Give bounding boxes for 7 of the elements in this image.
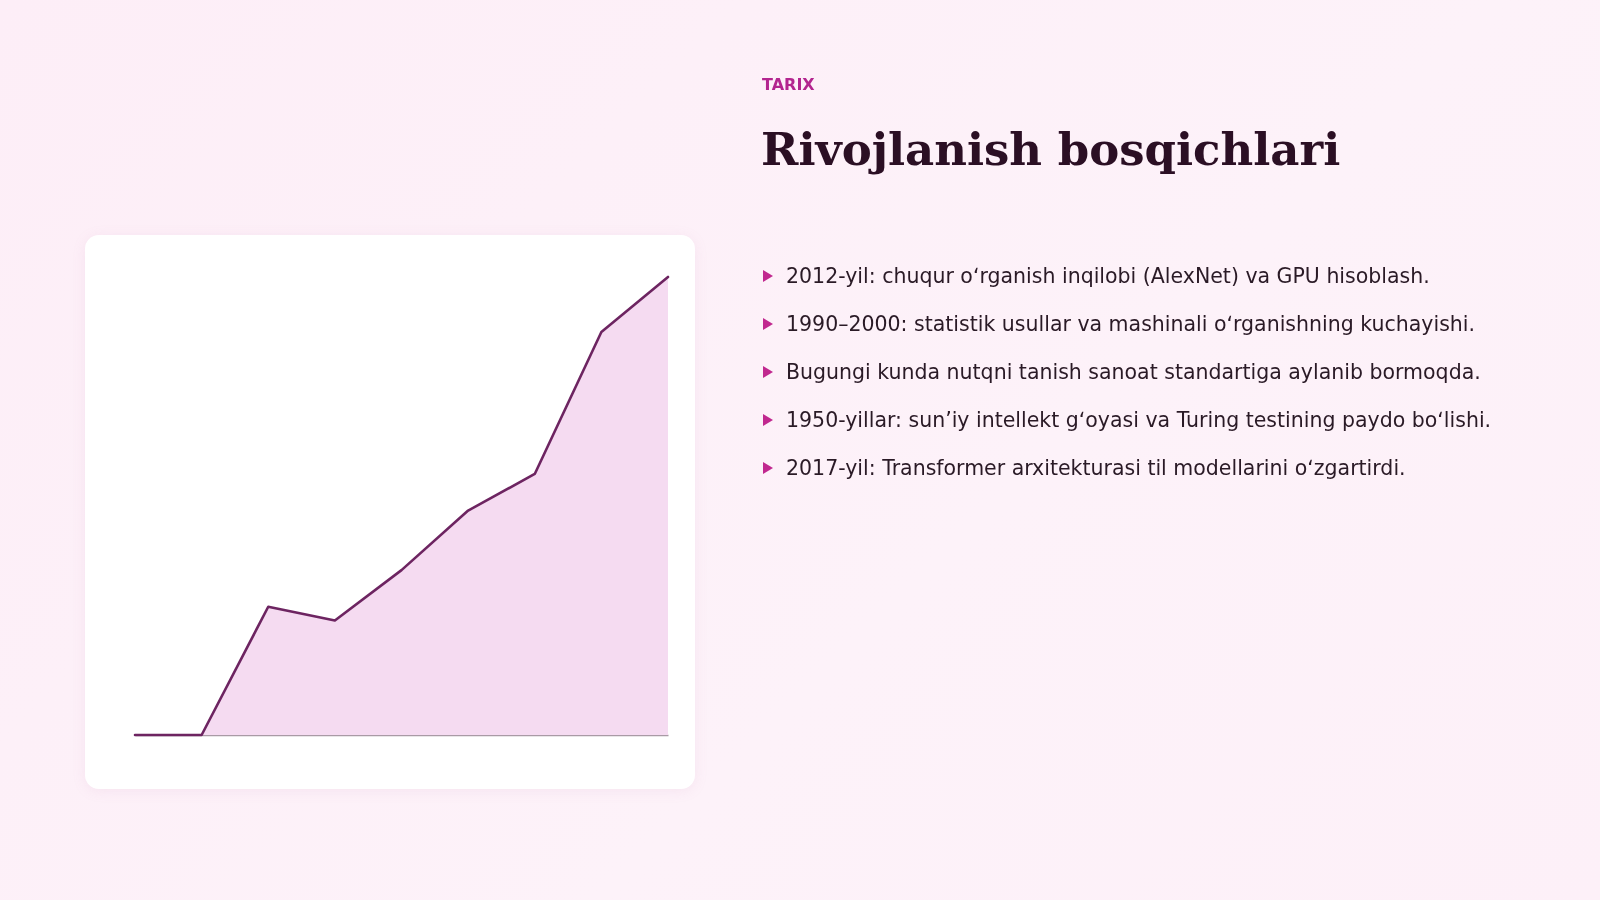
text: 2012-yil: chuqur oʻrganish inqilobi (AlexNet) va GPU hisoblash.: [786, 263, 1430, 290]
text: Bugungi kunda nutqni tanish sanoat standartiga aylanib bormoqda.: [786, 359, 1481, 386]
text: 1950-yillar: sunʼiy intellekt gʻoyasi va Turing testining paydo boʻlishi.: [786, 407, 1492, 434]
text: 2017-yil: Transformer arxitekturasi til modellarini oʻzgartirdi.: [786, 455, 1406, 482]
text: 1990–2000: statistik usullar va mashinali oʻrganishning kuchayishi.: [786, 311, 1476, 338]
text: Rivojlanish bosqichlari: [761, 122, 1341, 178]
text: TARIX: [762, 75, 815, 94]
